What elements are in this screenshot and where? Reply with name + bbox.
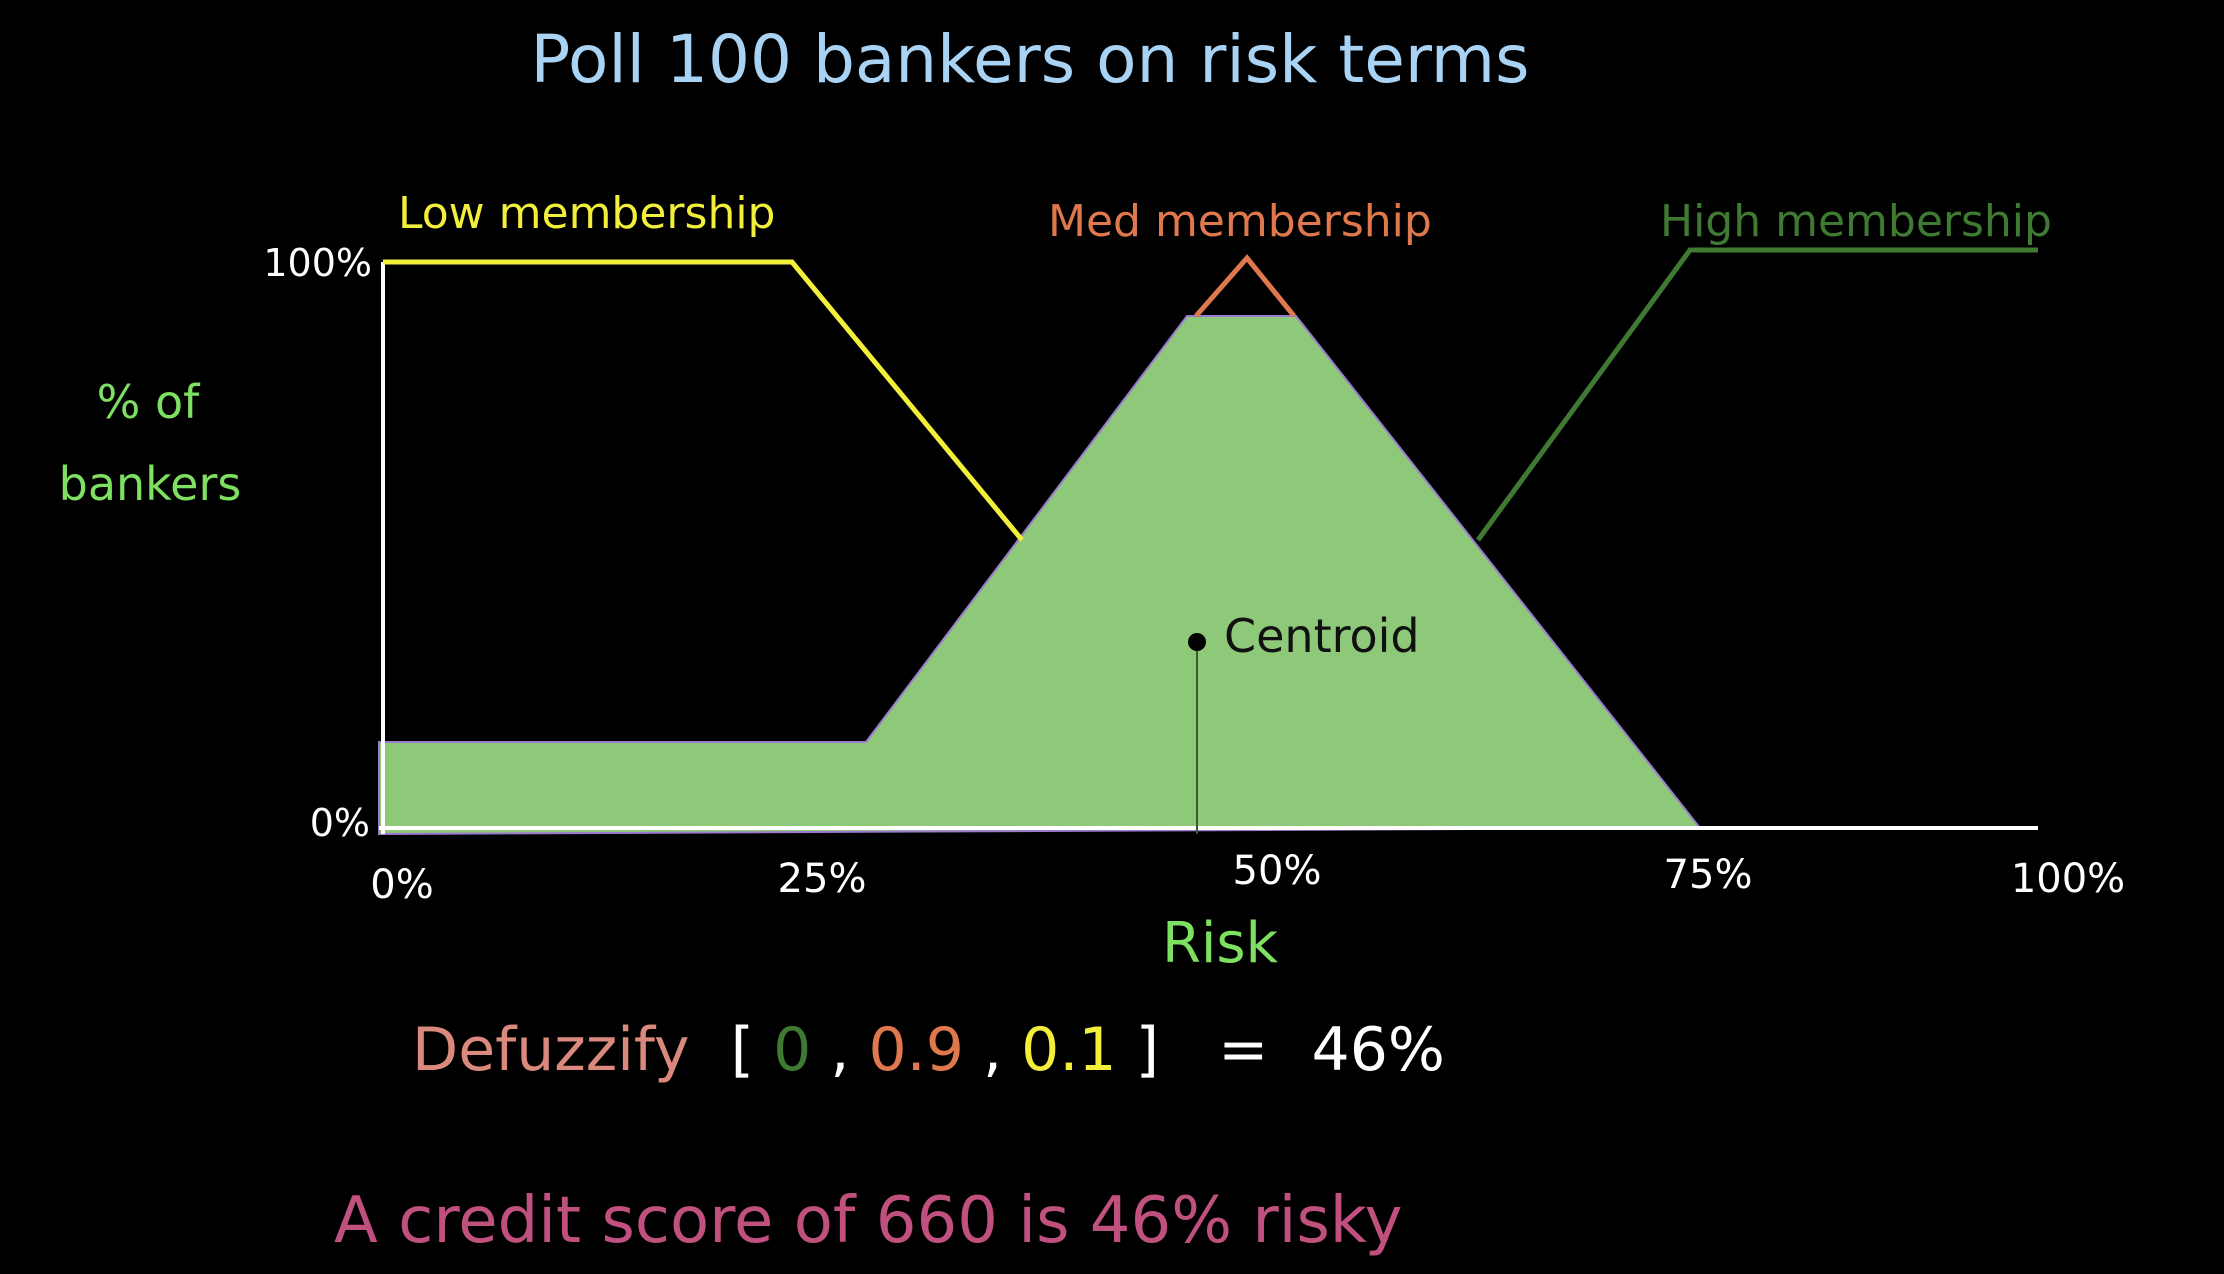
aggregated-area bbox=[378, 315, 1703, 836]
x-tick-50: 50% bbox=[1233, 848, 1322, 894]
defuzzify-equation: Defuzzify [ 0 , 0.9 , 0.1 ] = 46% bbox=[412, 1015, 1445, 1085]
y-axis-label-line1: % of bbox=[97, 375, 201, 429]
value-low: 0.1 bbox=[1021, 1015, 1116, 1085]
med-membership-peak bbox=[1194, 254, 1296, 318]
low-membership-line bbox=[383, 259, 1024, 542]
high-membership-line bbox=[1475, 247, 2038, 542]
x-tick-0: 0% bbox=[370, 862, 433, 908]
centroid-label: Centroid bbox=[1224, 609, 1420, 663]
value-high: 0 bbox=[773, 1015, 811, 1085]
y-tick-top: 100% bbox=[263, 241, 372, 285]
comma-2: , bbox=[983, 1015, 1002, 1085]
x-tick-100: 100% bbox=[2011, 856, 2125, 902]
defuzzify-word: Defuzzify bbox=[412, 1015, 690, 1085]
equals-sign: = bbox=[1218, 1015, 1268, 1085]
value-med: 0.9 bbox=[869, 1015, 964, 1085]
x-axis-label: Risk bbox=[1162, 911, 1279, 976]
x-tick-75: 75% bbox=[1664, 852, 1753, 898]
open-bracket: [ bbox=[731, 1015, 754, 1085]
low-membership-label: Low membership bbox=[398, 188, 775, 239]
centroid-dot bbox=[1188, 633, 1206, 651]
y-tick-bottom: 0% bbox=[310, 801, 370, 845]
high-membership-label: High membership bbox=[1660, 196, 2052, 247]
comma-1: , bbox=[830, 1015, 849, 1085]
close-bracket: ] bbox=[1136, 1015, 1159, 1085]
conclusion-text: A credit score of 660 is 46% risky bbox=[334, 1184, 1402, 1258]
med-membership-label: Med membership bbox=[1048, 196, 1432, 247]
defuzzify-result: 46% bbox=[1312, 1015, 1445, 1085]
y-axis-label-line2: bankers bbox=[59, 457, 242, 511]
page-title: Poll 100 bankers on risk terms bbox=[531, 21, 1530, 98]
x-tick-25: 25% bbox=[778, 856, 867, 902]
